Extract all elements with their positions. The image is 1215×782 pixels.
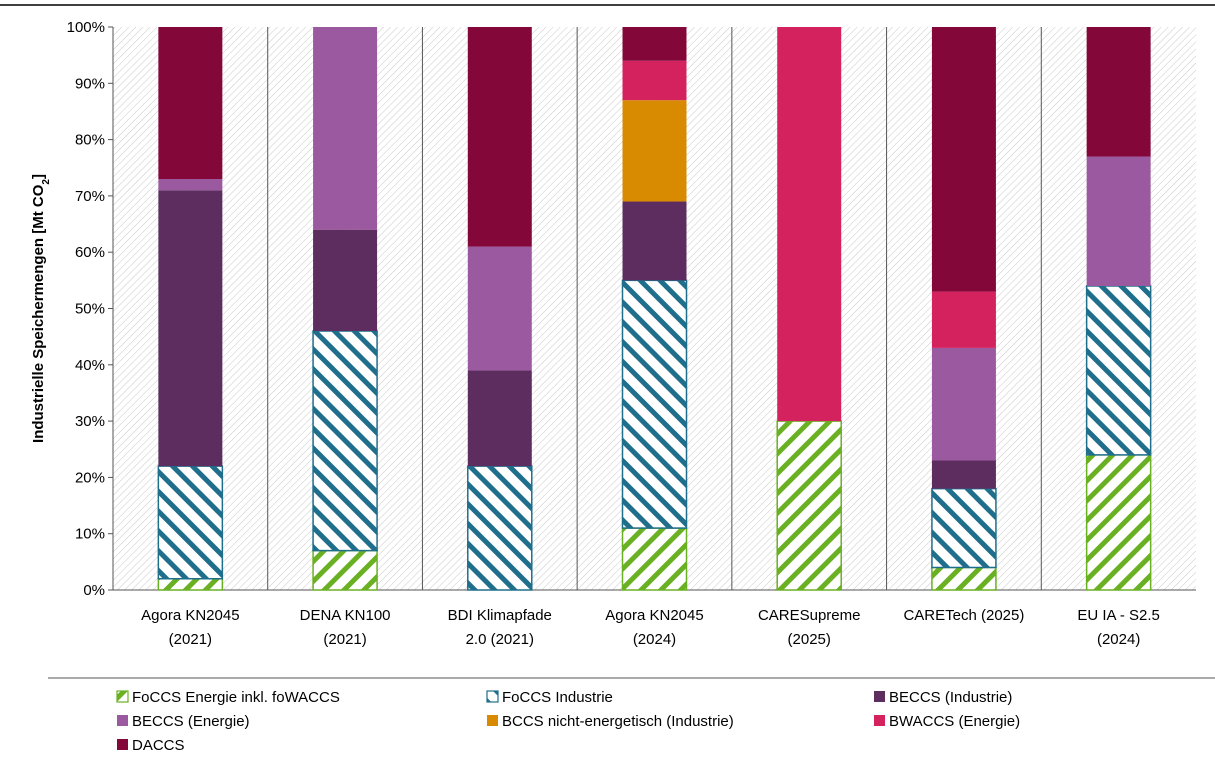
legend-swatch bbox=[117, 739, 128, 750]
y-tick-label: 0% bbox=[83, 582, 105, 599]
x-tick-label: BDI Klimapfade bbox=[448, 607, 552, 624]
bar-segment bbox=[158, 190, 223, 467]
bar-segment bbox=[931, 487, 997, 569]
bar-segment bbox=[1085, 454, 1152, 591]
bar-segment bbox=[1086, 156, 1151, 286]
bar-segment bbox=[467, 246, 532, 371]
legend-swatch bbox=[116, 690, 129, 703]
bar-segment bbox=[622, 100, 687, 202]
y-tick-label: 80% bbox=[75, 132, 105, 149]
legend-swatch bbox=[117, 715, 128, 726]
bar-segment bbox=[931, 566, 997, 591]
legend-label: FoCCS Industrie bbox=[502, 689, 613, 706]
y-axis-title: Industrielle Speichermengen [Mt CO2] bbox=[30, 174, 52, 443]
x-tick-label: Agora KN2045 bbox=[605, 607, 703, 624]
x-tick-label: DENA KN100 bbox=[300, 607, 391, 624]
y-tick-label: 60% bbox=[75, 244, 105, 261]
legend-label: BWACCS (Energie) bbox=[889, 713, 1020, 730]
bar-segment bbox=[621, 279, 688, 529]
legend-label: BCCS nicht-energetisch (Industrie) bbox=[502, 713, 734, 730]
x-tick-label: EU IA - S2.5 bbox=[1077, 607, 1160, 624]
bar-segment bbox=[777, 27, 842, 422]
bar-segment bbox=[931, 347, 996, 461]
bar-segment bbox=[312, 330, 378, 552]
bar-segment bbox=[157, 577, 224, 591]
bar-segment bbox=[931, 460, 996, 489]
legend-swatch bbox=[486, 690, 499, 703]
legend-swatch bbox=[487, 715, 498, 726]
bar-segment bbox=[1085, 285, 1152, 456]
x-tick-label: (2024) bbox=[633, 631, 676, 648]
x-tick-label: CARETech (2025) bbox=[903, 607, 1024, 624]
x-tick-label: (2025) bbox=[788, 631, 831, 648]
bar-segment bbox=[467, 465, 533, 591]
y-tick-label: 100% bbox=[67, 19, 105, 36]
bar-segment bbox=[158, 27, 223, 180]
y-tick-label: 50% bbox=[75, 301, 105, 318]
x-tick-label: Agora KN2045 bbox=[141, 607, 239, 624]
bar-segment bbox=[157, 465, 224, 580]
bar-segment bbox=[313, 229, 378, 332]
bar-segment bbox=[313, 27, 378, 230]
bar-segment bbox=[467, 27, 532, 247]
bar-segment bbox=[312, 549, 378, 591]
legend-label: DACCS bbox=[132, 737, 185, 754]
bar-segment bbox=[622, 201, 687, 281]
legend-label: FoCCS Energie inkl. foWACCS bbox=[132, 689, 340, 706]
bar-segment bbox=[776, 420, 842, 591]
bar-segment bbox=[931, 291, 996, 348]
x-tick-label: 2.0 (2021) bbox=[466, 631, 534, 648]
y-tick-label: 90% bbox=[75, 75, 105, 92]
legend-label: BECCS (Industrie) bbox=[889, 689, 1012, 706]
x-tick-label: (2021) bbox=[169, 631, 212, 648]
y-tick-label: 10% bbox=[75, 526, 105, 543]
x-tick-label: CARESupreme bbox=[758, 607, 861, 624]
legend-swatch bbox=[874, 691, 885, 702]
bar-segment bbox=[1086, 27, 1151, 157]
legend-label: BECCS (Energie) bbox=[132, 713, 250, 730]
x-tick-label: (2021) bbox=[323, 631, 366, 648]
y-tick-label: 30% bbox=[75, 413, 105, 430]
y-tick-label: 40% bbox=[75, 357, 105, 374]
bar-segment bbox=[931, 27, 996, 292]
bar-segment bbox=[158, 179, 223, 191]
x-tick-label: (2024) bbox=[1097, 631, 1140, 648]
bar-segment bbox=[622, 60, 687, 101]
bar-segment bbox=[621, 527, 688, 591]
bar-segment bbox=[467, 370, 532, 467]
bar-segment bbox=[622, 27, 687, 61]
y-tick-label: 70% bbox=[75, 188, 105, 205]
y-tick-label: 20% bbox=[75, 469, 105, 486]
legend-swatch bbox=[874, 715, 885, 726]
